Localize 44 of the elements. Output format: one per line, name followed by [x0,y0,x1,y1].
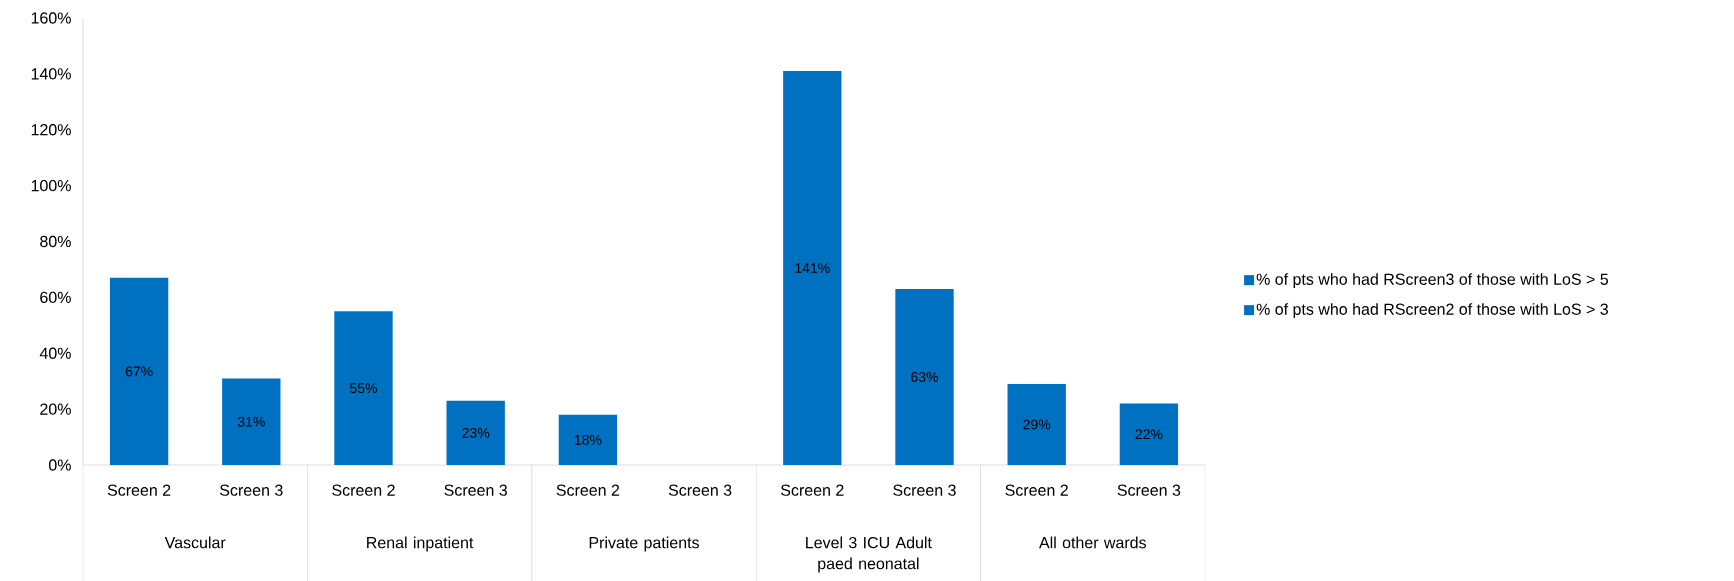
text: All other wards [1039,536,1146,549]
text: Renal inpatient [367,536,474,552]
data-label: 55% [350,383,378,394]
text: Private patients [589,536,699,552]
y-tick-label: 120% [31,124,71,136]
y-tick-label: 160% [31,12,71,24]
y-tick-label: 0% [48,459,71,471]
data-label: 63% [911,372,939,382]
bar [558,414,618,465]
y-tick-label: 100% [31,179,71,192]
text: Vascular [164,536,226,549]
y-tick-label: 20% [40,403,71,415]
x-tick-label: Screen 3 [668,484,732,496]
x-tick-label: Screen 3 [220,484,283,496]
y-tick-label: 140% [31,68,71,80]
x-tick-label: Screen 2 [1005,484,1068,496]
bar [1007,383,1066,465]
y-tick-label: 60% [40,291,71,304]
text: Level 3 ICU Adult paed neonatal [806,536,932,573]
x-tick-label: Screen 2 [556,484,620,496]
x-tick-label: Screen 2 [781,484,844,496]
data-label: 67% [125,366,153,377]
bar [895,288,954,465]
data-label: 18% [574,434,602,445]
y-tick-label: 40% [39,347,71,359]
bar [783,71,842,465]
bar [1119,403,1179,465]
bar [222,378,281,465]
x-tick-label: Screen 2 [107,484,171,496]
x-tick-label: Screen 2 [332,484,395,496]
data-label: 141% [795,263,830,273]
x-tick-label: Screen 3 [444,484,507,496]
legend-label: % of pts who had RScreen3 of those with LoS > 5 [1256,273,1609,289]
y-tick-label: 80% [40,235,71,248]
bar [446,400,505,465]
bar [109,277,169,465]
x-tick-label: Screen 3 [893,484,956,496]
data-label: 29% [1023,419,1051,430]
data-label: 31% [237,416,265,427]
data-label: 22% [1135,429,1163,440]
bar [334,311,393,465]
x-tick-label: Screen 3 [1117,484,1181,496]
legend-label: % of pts who had RScreen2 of those with LoS > 3 [1256,303,1608,319]
data-label: 23% [462,427,490,438]
